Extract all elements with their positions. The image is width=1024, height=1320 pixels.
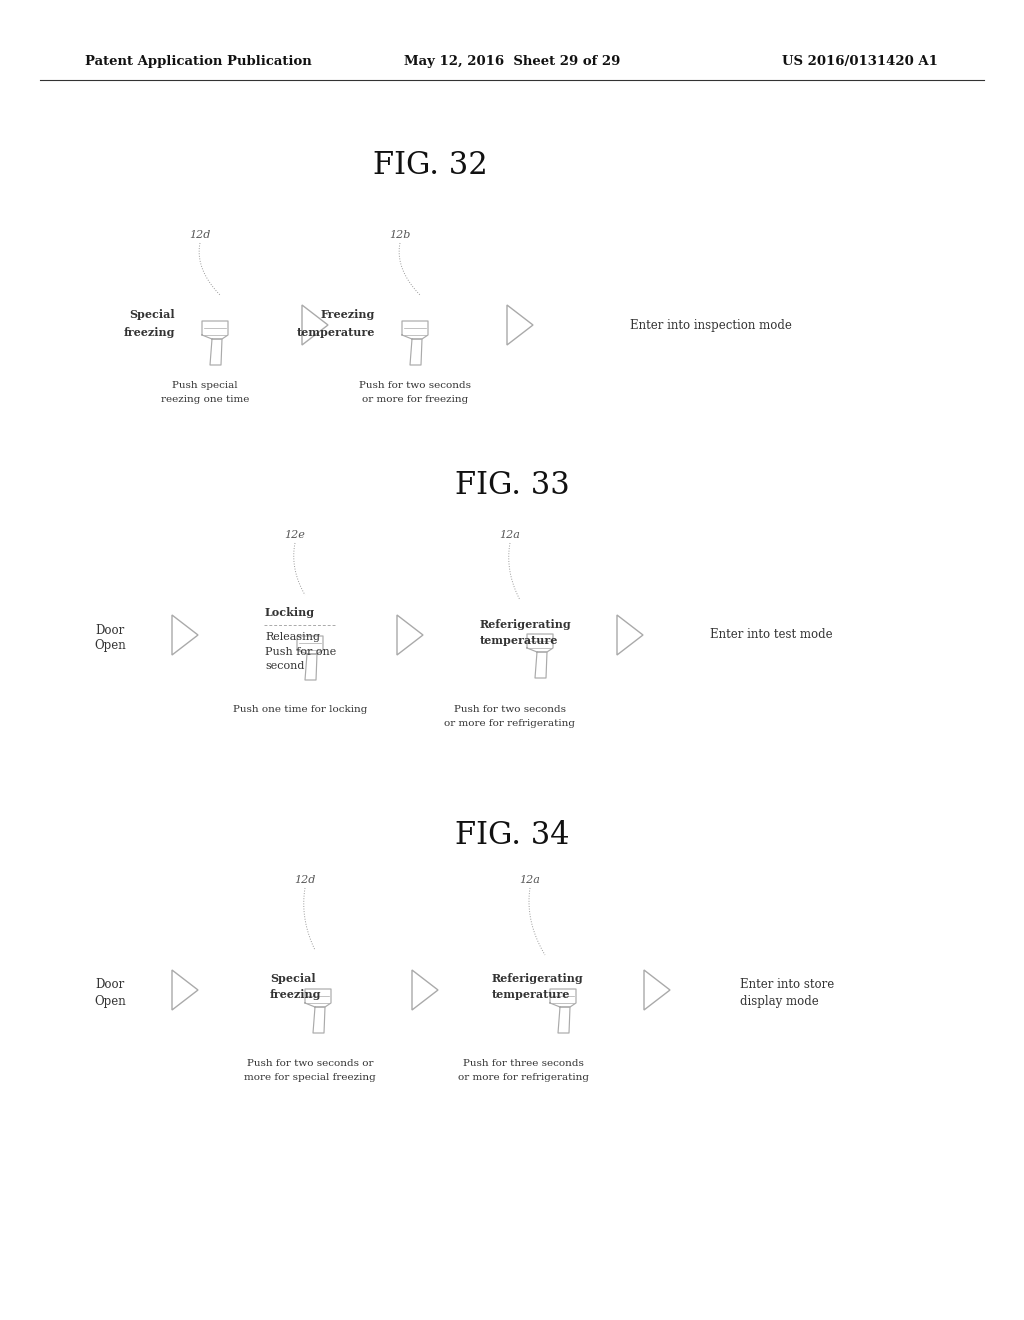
Text: Referigerating: Referigerating (480, 619, 571, 631)
Text: Push one time for locking: Push one time for locking (232, 705, 368, 714)
Text: more for special freezing: more for special freezing (244, 1072, 376, 1081)
Text: Push special: Push special (172, 380, 238, 389)
Text: Special: Special (129, 309, 175, 321)
Text: Referigerating: Referigerating (492, 973, 584, 983)
Text: second: second (265, 661, 304, 671)
Text: Releasing: Releasing (265, 632, 319, 642)
Text: temperature: temperature (492, 989, 570, 999)
Text: Push for one: Push for one (265, 647, 336, 657)
Text: freezing: freezing (270, 989, 322, 999)
Text: or more for refrigerating: or more for refrigerating (458, 1072, 589, 1081)
Text: Open: Open (94, 639, 126, 652)
Text: 12b: 12b (389, 230, 411, 240)
Text: temperature: temperature (297, 326, 375, 338)
Text: 12d: 12d (189, 230, 211, 240)
Text: temperature: temperature (480, 635, 558, 647)
Text: 12e: 12e (285, 531, 305, 540)
Text: Patent Application Publication: Patent Application Publication (85, 55, 311, 69)
Text: or more for refrigerating: or more for refrigerating (444, 719, 575, 729)
Text: Locking: Locking (265, 607, 315, 619)
Text: Door: Door (95, 623, 125, 636)
Text: Special: Special (270, 973, 315, 983)
Text: or more for freezing: or more for freezing (361, 395, 468, 404)
Text: Push for two seconds: Push for two seconds (454, 705, 566, 714)
Text: Push for two seconds or: Push for two seconds or (247, 1059, 374, 1068)
Text: FIG. 32: FIG. 32 (373, 149, 487, 181)
Text: freezing: freezing (124, 326, 175, 338)
Text: Enter into store: Enter into store (740, 978, 835, 991)
Text: Freezing: Freezing (321, 309, 375, 321)
Text: 12d: 12d (294, 875, 315, 884)
Text: Enter into test mode: Enter into test mode (710, 628, 833, 642)
Text: 12a: 12a (500, 531, 520, 540)
Text: display mode: display mode (740, 994, 819, 1007)
Text: Push for three seconds: Push for three seconds (463, 1059, 584, 1068)
Text: 12a: 12a (519, 875, 541, 884)
Text: May 12, 2016  Sheet 29 of 29: May 12, 2016 Sheet 29 of 29 (403, 55, 621, 69)
Text: reezing one time: reezing one time (161, 395, 249, 404)
Text: Enter into inspection mode: Enter into inspection mode (630, 318, 792, 331)
Text: FIG. 33: FIG. 33 (455, 470, 569, 500)
Text: US 2016/0131420 A1: US 2016/0131420 A1 (782, 55, 938, 69)
Text: Door: Door (95, 978, 125, 991)
Text: Push for two seconds: Push for two seconds (359, 380, 471, 389)
Text: FIG. 34: FIG. 34 (455, 820, 569, 850)
Text: Open: Open (94, 994, 126, 1007)
